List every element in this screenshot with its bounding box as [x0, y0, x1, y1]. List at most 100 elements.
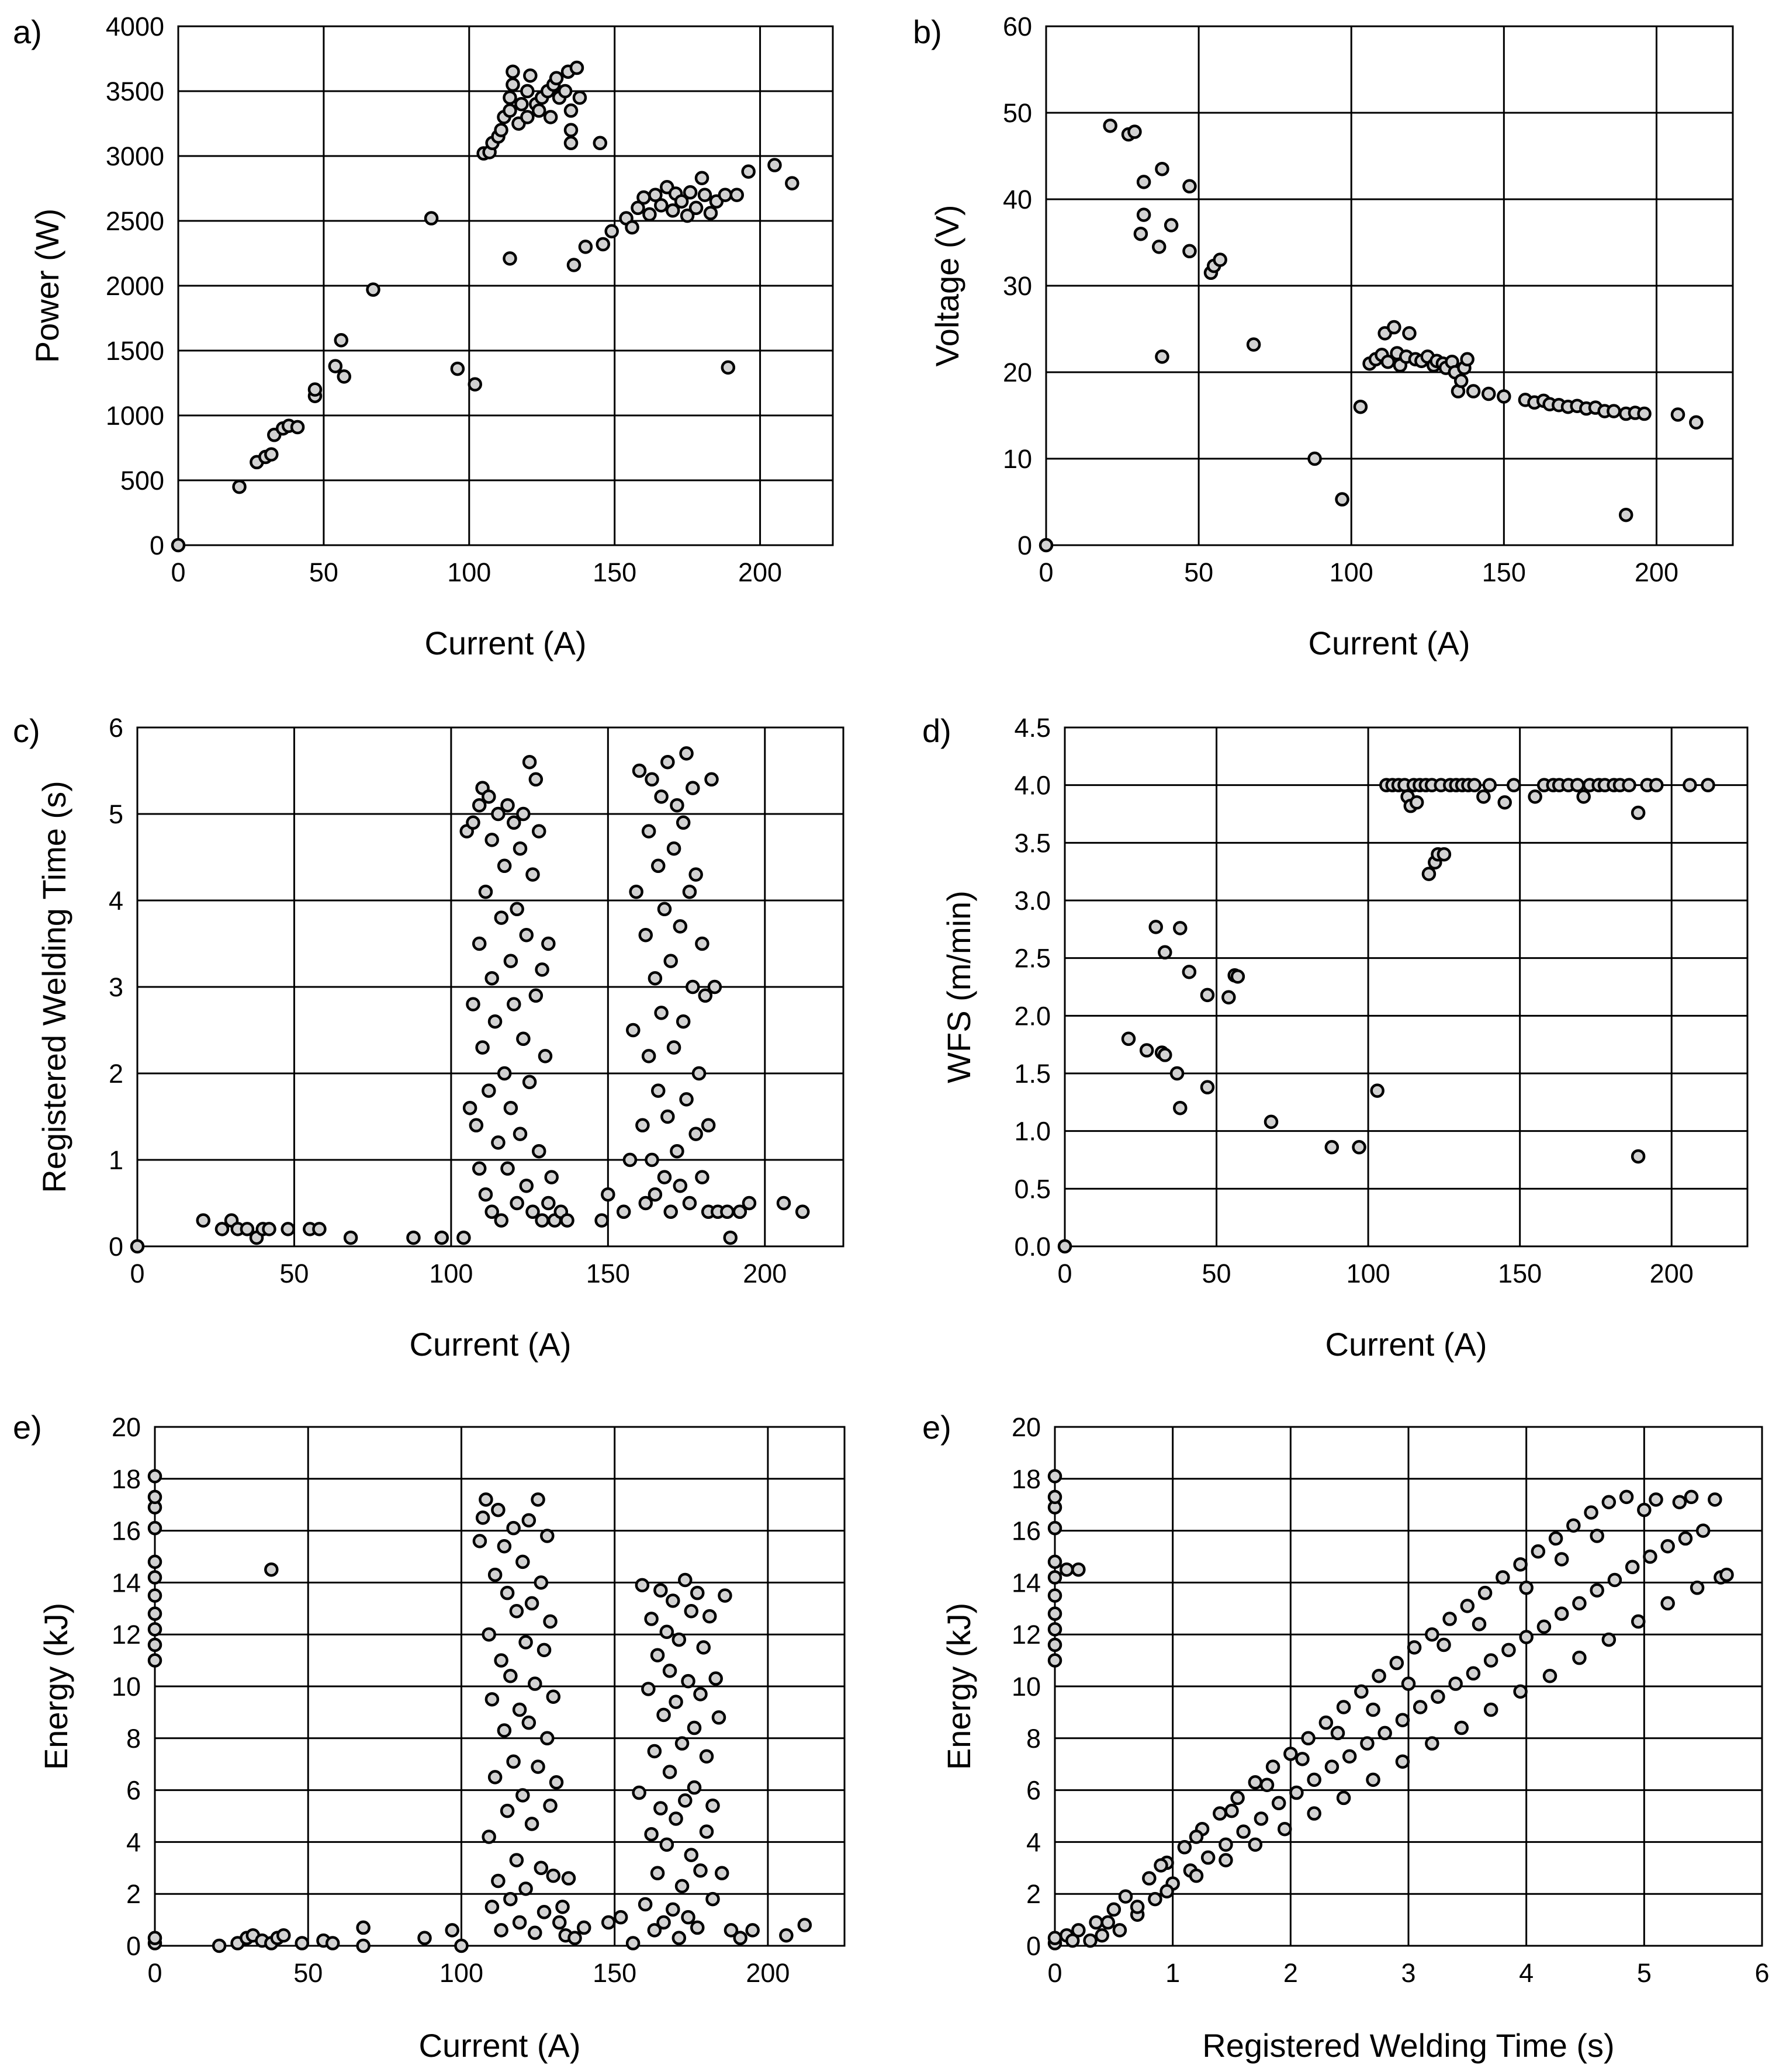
panel-e-time-data-point: [1601, 1495, 1617, 1510]
panel-e-current-data-point: [487, 1567, 503, 1582]
panel-b-y-tick-label: 20: [1003, 358, 1032, 387]
panel-e-current-data-point: [147, 1588, 162, 1603]
panel-b: b) 0 50 100 150 200 0 10 20 30 40 50 60 Current (A)…: [913, 12, 1734, 661]
panel-e-time-data-point: [1695, 1523, 1711, 1538]
panel-e-current-plot-area: [154, 1426, 846, 1947]
panel-e-time-data-point: [1708, 1492, 1722, 1507]
panel-a-data-point: [450, 361, 465, 376]
panel-c-data-point: [214, 1222, 230, 1236]
panel-e-time-data-point: [1318, 1715, 1334, 1730]
panel-e-time-data-point: [1324, 1759, 1340, 1774]
panel-e-current-x-tick-label: 150: [593, 1958, 636, 1988]
panel-e-time-data-point: [1224, 1803, 1239, 1818]
panel-e-current-y-tick-label: 4: [126, 1827, 141, 1857]
panel-e-current-data-point: [635, 1578, 650, 1593]
panel-c-data-point: [622, 1152, 638, 1167]
panel-e-time-data-point: [1289, 1785, 1304, 1800]
panel-c-data-point: [707, 979, 722, 995]
panel-e-current-data-point: [699, 1749, 714, 1764]
panel-d-y-tick-label: 0.5: [1014, 1174, 1051, 1204]
panel-e-current-data-point: [531, 1759, 545, 1774]
panel-d-data-point: [1158, 1048, 1172, 1062]
panel-d-y-axis-label: WFS (m/min): [940, 891, 977, 1083]
panel-c-data-point: [196, 1213, 210, 1228]
panel-e-current-data-point: [733, 1931, 747, 1945]
panel-e-time-data-point: [1413, 1700, 1428, 1714]
panel-b-data-point: [1466, 384, 1481, 399]
panel-b-x-tick-label: 50: [1184, 557, 1213, 587]
panel-e-time-data-point: [1219, 1837, 1233, 1852]
panel-c-data-point: [513, 841, 528, 856]
panel-e-current-data-point: [708, 1671, 723, 1686]
panel-e-current-x-tick-label: 200: [746, 1958, 790, 1988]
panel-e-time-data-point: [1584, 1505, 1598, 1520]
panel-c-y-axis-label: Registered Welding Time (s): [36, 781, 72, 1193]
panel-a-data-point: [520, 84, 535, 99]
panel-c-data-point: [281, 1222, 295, 1236]
panel-c-data-point: [657, 1170, 672, 1184]
panel-d-x-tick-label: 200: [1650, 1259, 1694, 1288]
panel-c-x-tick-label: 100: [429, 1259, 473, 1288]
panel-e-time-data-point: [1065, 1933, 1080, 1948]
panel-d-data-point: [1169, 1066, 1185, 1081]
panel-b-y-axis-label: Voltage (V): [929, 205, 965, 366]
panel-e-current-data-point: [650, 1648, 665, 1662]
panel-e-current-x-axis-label: Current (A): [419, 2027, 581, 2064]
panel-c-data-point: [776, 1196, 791, 1211]
panel-a-y-tick-label: 500: [120, 466, 164, 496]
panel-e-time-x-tick-label: 2: [1283, 1958, 1298, 1988]
panel-c-data-point: [478, 884, 493, 899]
panel-e-current-data-point: [445, 1923, 459, 1938]
panel-e-time-data-point: [1649, 1492, 1663, 1507]
panel-b-data-point: [1497, 389, 1511, 404]
panel-e-time-data-point: [1189, 1868, 1204, 1883]
panel-c-data-point: [666, 841, 681, 856]
panel-c-data-point: [663, 954, 678, 968]
panel-a-data-point: [563, 136, 579, 151]
panel-e-time-data-point: [1219, 1853, 1233, 1867]
panel-e-current-data-point: [681, 1910, 695, 1925]
panel-e-time-data-point: [1248, 1837, 1263, 1852]
panel-e-time-plot-area: [1054, 1426, 1763, 1947]
panel-c-data-point: [130, 1239, 145, 1254]
panel-e-time-x-tick-label: 5: [1637, 1958, 1652, 1988]
panel-c-data-point: [497, 1066, 512, 1081]
panel-c-data-point: [638, 927, 653, 943]
panel-e-time-data-point: [1236, 1824, 1251, 1839]
panel-c-data-point: [679, 746, 694, 761]
panel-a-data-point: [572, 90, 587, 105]
panel-a-data-point: [232, 479, 247, 494]
panel-e-time-x-axis-label: Registered Welding Time (s): [1202, 2027, 1614, 2064]
panel-a-data-point: [424, 211, 439, 226]
panel-c-data-point: [695, 1170, 709, 1184]
panel-a-data-point: [703, 206, 718, 220]
panel-c-y-tick-label: 6: [109, 713, 123, 743]
panel-e-time-data-point: [1265, 1759, 1280, 1774]
panel-b-data-point: [1380, 354, 1396, 369]
panel-b-y-tick-label: 40: [1003, 185, 1032, 214]
panel-d: d) 0 50 100 150 200 0.0 0.5 1.0 1.5 2.0 2.5 3.0 3.5 4…: [922, 712, 1749, 1363]
panel-e-time-data-point: [1554, 1552, 1569, 1567]
panel-e-current-data-point: [601, 1915, 616, 1930]
panel-e-current-data-point: [537, 1643, 552, 1658]
panel-e-current-data-point: [647, 1923, 662, 1938]
panel-a-data-point: [563, 123, 579, 137]
panel-c-data-point: [698, 988, 713, 1003]
panel-a-y-tick-label: 2500: [106, 206, 164, 236]
panel-a-data-point: [503, 90, 517, 105]
panel-e-current-data-point: [702, 1609, 717, 1624]
panel-e-current-data-point: [567, 1931, 582, 1945]
panel-d-data-point: [1437, 847, 1452, 862]
panel-a-data-point: [543, 110, 558, 124]
panel-c-y-tick-label: 1: [109, 1145, 123, 1175]
panel-e-time-data-point: [1354, 1684, 1369, 1699]
panel-e-time-data-point: [1047, 1931, 1062, 1945]
panel-c-data-point: [487, 1014, 503, 1029]
panel-e-time-x-tick-label: 3: [1401, 1958, 1415, 1988]
panel-e-current-data-point: [518, 1882, 533, 1896]
panel-e-time-data-point: [1437, 1637, 1451, 1652]
panel-c-data-point: [522, 754, 537, 770]
panel-e-time-y-tick-label: 12: [1012, 1620, 1041, 1650]
panel-c-letter: c): [13, 712, 40, 749]
panel-c-data-point: [482, 1083, 496, 1098]
